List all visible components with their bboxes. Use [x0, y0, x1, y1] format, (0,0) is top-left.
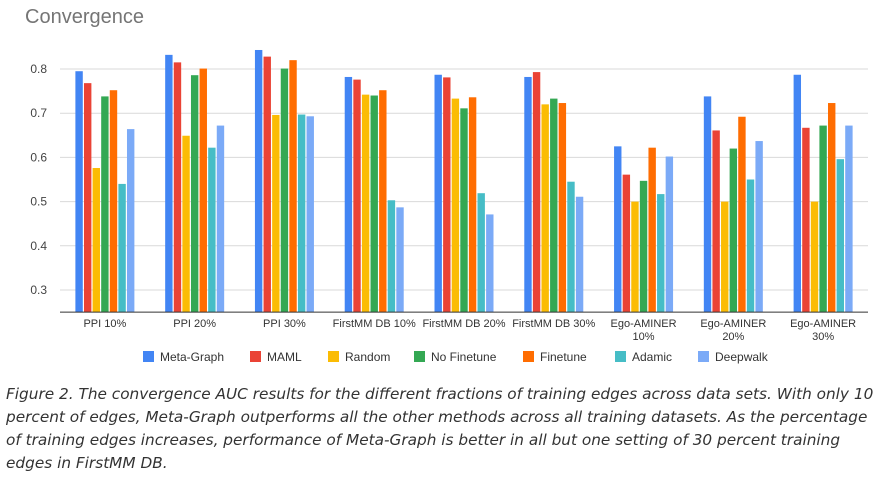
- bar-maml: [622, 174, 631, 313]
- bar-adamic: [657, 194, 665, 313]
- bar-deepwalk: [126, 129, 135, 313]
- legend-label: MAML: [267, 350, 302, 364]
- bar-finetune: [379, 90, 387, 313]
- legend-label: Meta-Graph: [160, 350, 224, 364]
- bar-maml: [712, 130, 720, 313]
- bar-adamic: [387, 200, 396, 313]
- bar-meta-graph: [254, 49, 263, 313]
- bar-deepwalk: [216, 125, 225, 313]
- bar-deepwalk: [486, 214, 494, 313]
- legend-label: Random: [345, 350, 390, 364]
- bar-no-finetune: [190, 75, 199, 313]
- bar-random: [631, 201, 639, 313]
- y-axis: 0.3 0.4 0.5 0.6 0.7 0.8: [30, 62, 47, 297]
- legend-label: No Finetune: [431, 350, 497, 364]
- x-tick-label: FirstMM DB 20%: [422, 318, 505, 330]
- y-tick-label: 0.5: [30, 195, 47, 209]
- bar-maml: [802, 127, 810, 313]
- y-tick-label: 0.7: [30, 106, 47, 120]
- bar-deepwalk: [755, 141, 763, 313]
- bar-no-finetune: [101, 96, 109, 313]
- bar-maml: [532, 72, 541, 313]
- y-tick-label: 0.8: [30, 62, 47, 76]
- chart-title: Convergence: [25, 6, 144, 28]
- bar-finetune: [558, 103, 567, 313]
- bars: [75, 49, 853, 313]
- x-axis: PPI 10% PPI 20% PPI 30% FirstMM DB 10% First…: [60, 311, 868, 343]
- bar-random: [92, 168, 100, 313]
- bar-finetune: [738, 116, 746, 313]
- bar-no-finetune: [639, 180, 648, 313]
- bar-random: [721, 201, 729, 313]
- bar-random: [272, 114, 280, 313]
- bar-meta-graph: [75, 71, 83, 313]
- bar-random: [451, 98, 460, 313]
- bar-maml: [353, 79, 361, 313]
- legend-label: Deepwalk: [715, 350, 769, 364]
- bar-meta-graph: [793, 74, 802, 313]
- legend-label: Adamic: [632, 350, 672, 364]
- bar-finetune: [648, 147, 656, 313]
- convergence-chart: Convergence 0.30.40.50.60.70.8 PPI 10% PP…: [25, 6, 868, 364]
- bar-maml: [173, 62, 182, 313]
- x-tick-label: Ego-AMINER 20%: [700, 318, 766, 343]
- x-tick-label: PPI 10%: [83, 318, 126, 330]
- bar-adamic: [118, 183, 126, 313]
- legend-swatch: [523, 351, 534, 362]
- legend-swatch: [615, 351, 626, 362]
- bar-maml: [443, 77, 451, 313]
- bar-finetune: [289, 60, 297, 313]
- bar-deepwalk: [396, 207, 404, 313]
- legend: Meta-Graph MAML Random No Finetune Finetune A…: [143, 350, 769, 364]
- bar-maml: [83, 83, 92, 313]
- figure-caption: Figure 2. The convergence AUC results fo…: [6, 385, 874, 472]
- y-tick-label: 0.3: [30, 283, 47, 297]
- y-tick-label: 0.6: [30, 150, 47, 164]
- bar-random: [182, 135, 190, 313]
- bar-meta-graph: [344, 76, 353, 313]
- x-tick-label: FirstMM DB 30%: [512, 318, 595, 330]
- bar-no-finetune: [550, 98, 558, 313]
- bar-random: [541, 104, 549, 313]
- bar-no-finetune: [729, 148, 738, 313]
- bar-finetune: [468, 97, 477, 313]
- bar-no-finetune: [280, 68, 289, 313]
- bar-adamic: [746, 179, 755, 313]
- legend-label: Finetune: [540, 350, 587, 364]
- bar-adamic: [477, 193, 485, 313]
- legend-swatch: [328, 351, 339, 362]
- x-tick-label: FirstMM DB 10%: [333, 318, 416, 330]
- bar-random: [810, 201, 819, 313]
- bar-meta-graph: [434, 74, 442, 313]
- bar-no-finetune: [370, 95, 378, 313]
- bar-finetune: [109, 90, 118, 313]
- bar-meta-graph: [614, 146, 622, 313]
- bar-deepwalk: [845, 125, 853, 313]
- bar-meta-graph: [703, 96, 712, 313]
- legend-swatch: [143, 351, 154, 362]
- bar-deepwalk: [306, 116, 314, 313]
- legend-swatch: [250, 351, 261, 362]
- x-tick-label: PPI 30%: [263, 318, 306, 330]
- legend-swatch: [698, 351, 709, 362]
- legend-swatch: [414, 351, 425, 362]
- bar-deepwalk: [665, 156, 674, 313]
- bar-no-finetune: [460, 108, 468, 313]
- x-tick-label: Ego-AMINER 10%: [611, 318, 677, 343]
- bar-meta-graph: [165, 54, 173, 313]
- bar-no-finetune: [819, 125, 827, 313]
- bar-adamic: [836, 159, 845, 313]
- bar-adamic: [208, 147, 216, 313]
- bar-meta-graph: [524, 76, 532, 313]
- bar-adamic: [567, 181, 575, 313]
- bar-adamic: [297, 114, 306, 313]
- bar-deepwalk: [575, 196, 584, 313]
- bar-maml: [263, 56, 271, 313]
- x-tick-label: Ego-AMINER 30%: [790, 318, 856, 343]
- y-tick-label: 0.4: [30, 239, 47, 253]
- bar-random: [361, 94, 370, 313]
- bar-finetune: [828, 103, 836, 313]
- bar-finetune: [199, 68, 207, 313]
- x-tick-label: PPI 20%: [173, 318, 216, 330]
